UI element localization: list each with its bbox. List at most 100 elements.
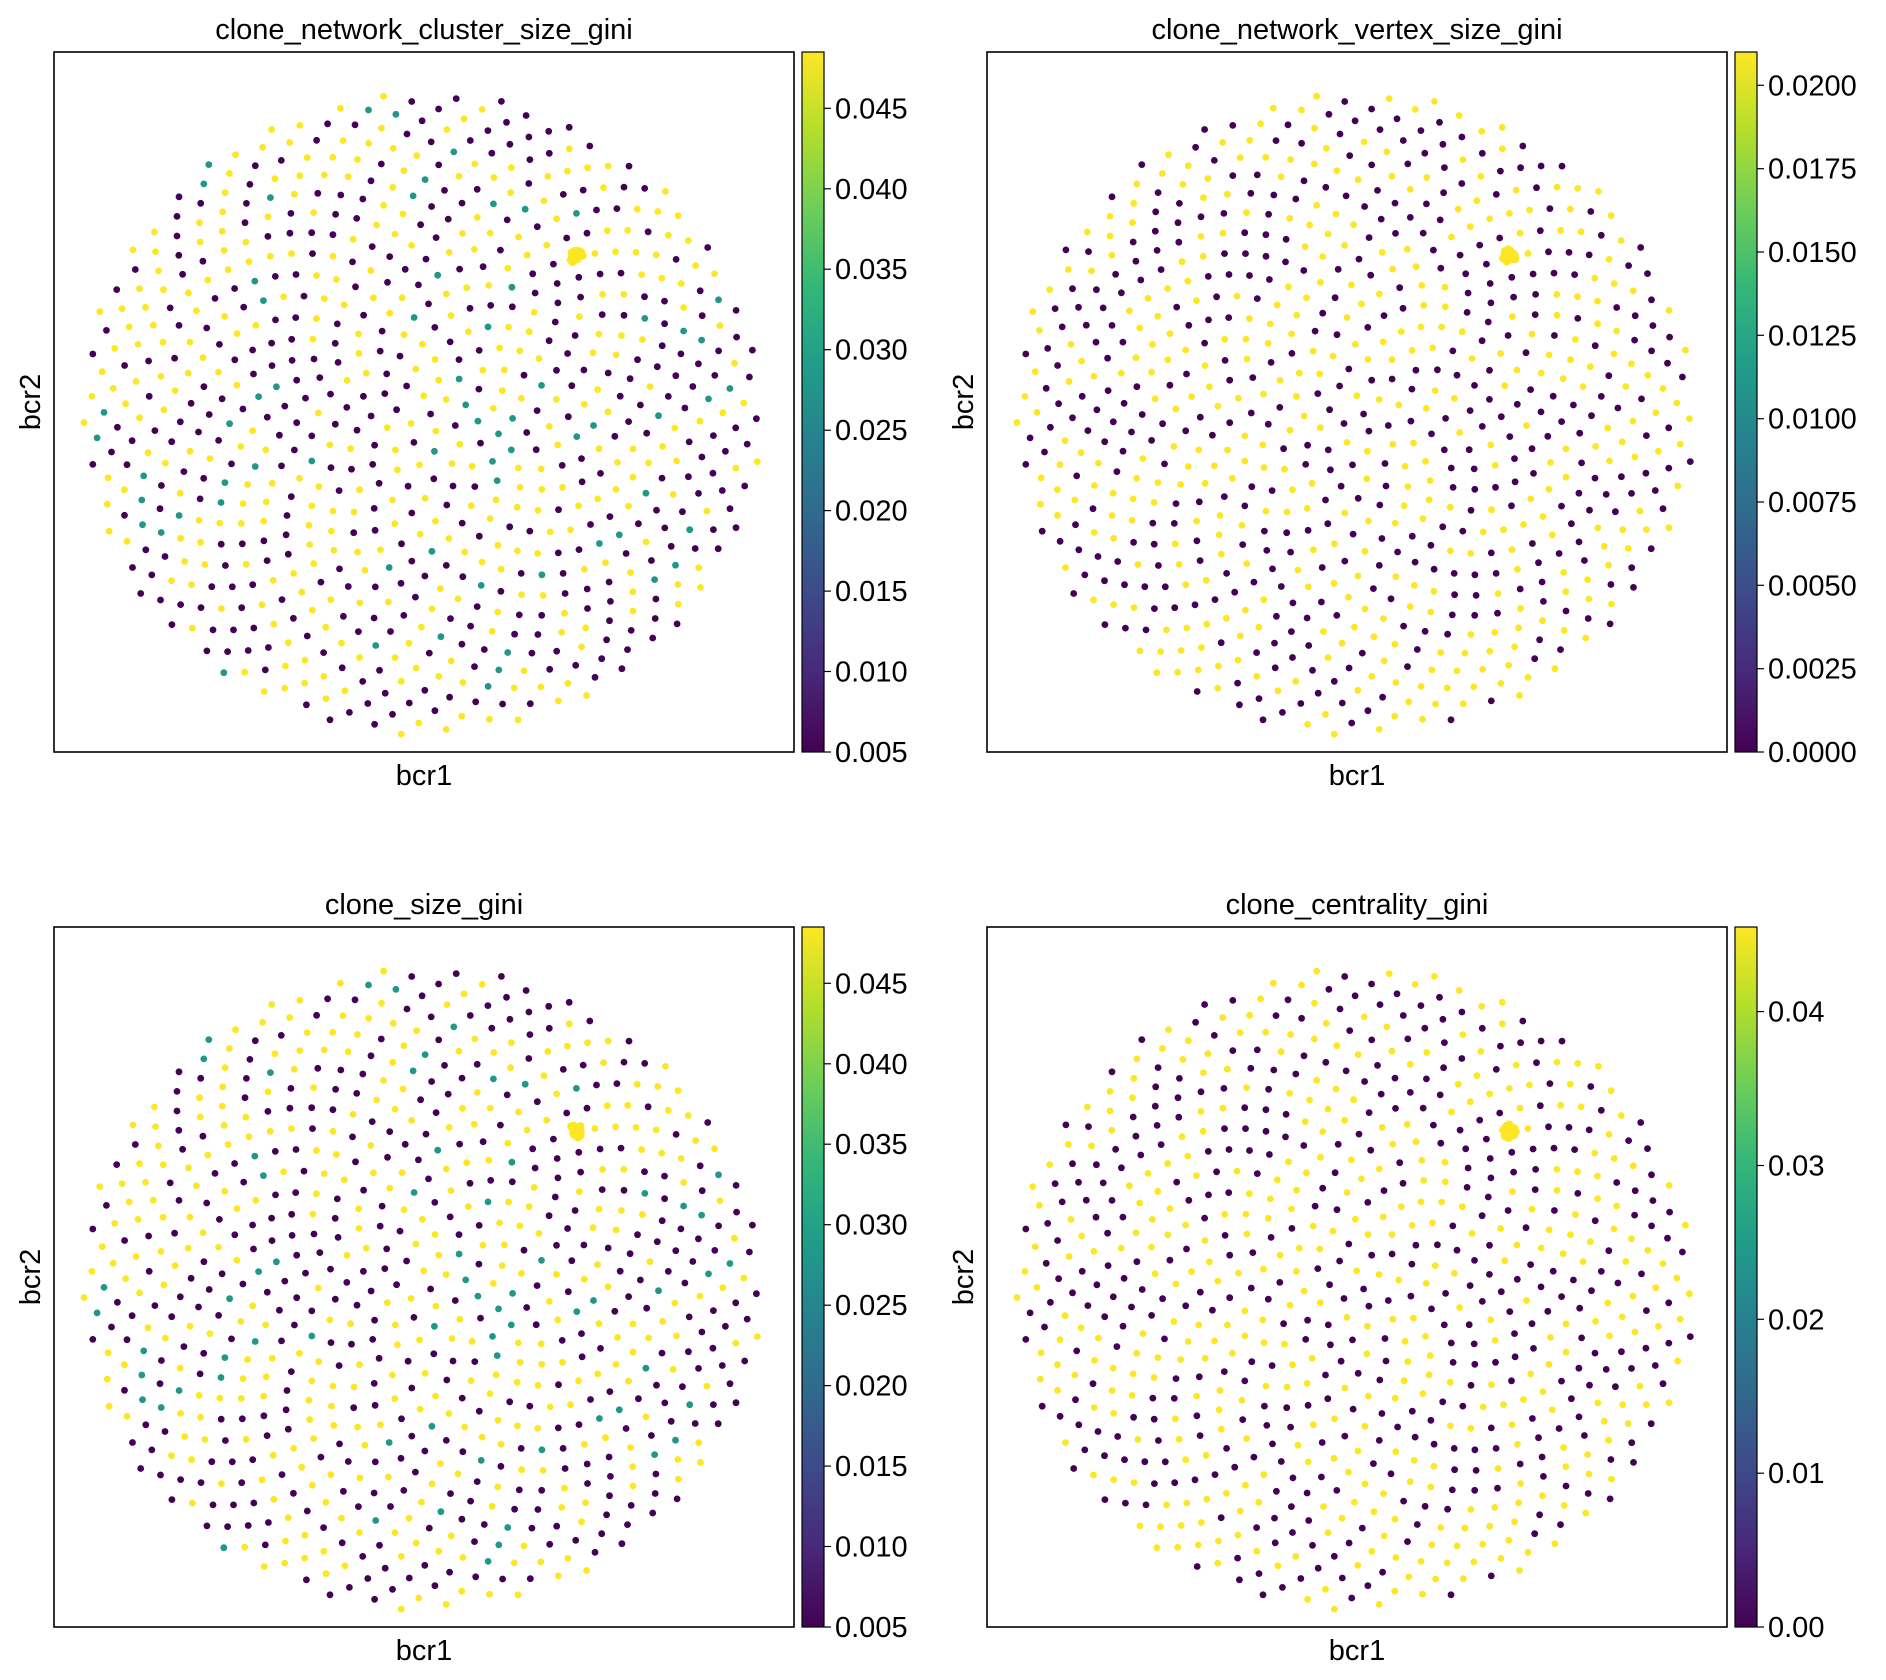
scatter-point: [367, 1287, 375, 1295]
scatter-point: [553, 1522, 561, 1530]
scatter-point: [1268, 1362, 1276, 1369]
scatter-point: [577, 293, 584, 301]
scatter-point: [1289, 654, 1296, 661]
scatter-point: [114, 1298, 121, 1306]
scatter-point: [221, 312, 229, 320]
scatter-point: [1368, 672, 1376, 680]
scatter-point: [1441, 303, 1449, 311]
scatter-point: [410, 1189, 418, 1196]
scatter-point: [1352, 1215, 1359, 1223]
scatter-point: [1193, 1563, 1201, 1570]
scatter-point: [1229, 122, 1237, 129]
scatter-point: [220, 1544, 228, 1552]
scatter-point: [1427, 541, 1435, 549]
scatter-point: [1412, 366, 1420, 374]
scatter-point: [310, 209, 317, 217]
scatter-point: [1545, 485, 1553, 493]
scatter-point: [309, 335, 317, 343]
scatter-point: [494, 1483, 502, 1491]
scatter-point: [587, 521, 594, 528]
scatter-point: [1451, 394, 1458, 402]
scatter-point: [204, 276, 212, 284]
scatter-point: [471, 1035, 479, 1043]
scatter-point: [337, 191, 345, 199]
scatter-point: [1204, 1148, 1212, 1155]
scatter-point: [1310, 546, 1317, 554]
scatter-point: [455, 356, 463, 363]
scatter-point: [1526, 1081, 1533, 1089]
scatter-point: [1588, 1287, 1595, 1295]
scatter-point: [1560, 1502, 1568, 1509]
scatter-point: [332, 1085, 339, 1093]
scatter-point: [642, 489, 650, 497]
scatter-point: [1407, 1292, 1415, 1300]
scatter-point: [571, 1207, 579, 1214]
scatter-point: [501, 366, 508, 374]
scatter-point: [1271, 1514, 1278, 1522]
scatter-point: [1523, 1297, 1530, 1304]
scatter-point: [1516, 692, 1523, 699]
scatter-point: [514, 1339, 522, 1347]
scatter-point: [537, 1340, 545, 1348]
scatter-point: [605, 578, 613, 586]
scatter-point: [1391, 1394, 1399, 1402]
colorbar-tick-label: 0.045: [835, 968, 908, 1000]
scatter-point: [1273, 1487, 1280, 1495]
scatter-point: [109, 384, 117, 392]
scatter-point: [1220, 493, 1228, 500]
scatter-point: [443, 1376, 451, 1384]
scatter-point: [1104, 1262, 1112, 1269]
scatter-point: [671, 424, 679, 432]
scatter-point: [525, 328, 533, 336]
scatter-point: [1622, 383, 1630, 390]
scatter-point: [280, 1168, 287, 1176]
scatter-point: [239, 1280, 247, 1288]
scatter-point: [175, 193, 183, 201]
scatter-point: [373, 221, 380, 229]
scatter-point: [392, 110, 400, 118]
scatter-point: [459, 1448, 467, 1456]
scatter-point: [661, 1172, 668, 1180]
scatter-point: [523, 1304, 531, 1311]
scatter-point: [327, 1471, 335, 1479]
panel-4-points: [1013, 967, 1694, 1613]
scatter-point: [222, 562, 229, 569]
scatter-point: [1353, 1267, 1361, 1275]
scatter-point: [1037, 474, 1045, 482]
scatter-point: [331, 420, 339, 428]
scatter-point: [80, 419, 88, 426]
scatter-point: [514, 716, 522, 724]
scatter-point: [595, 330, 603, 338]
scatter-point: [359, 195, 367, 203]
scatter-point: [216, 1216, 223, 1223]
scatter-point: [233, 330, 241, 337]
panel-4-colorbar-ticks: 0.000.010.020.030.04: [1757, 997, 1824, 1644]
scatter-point: [93, 1309, 101, 1317]
scatter-point: [185, 1164, 192, 1172]
scatter-point: [1248, 483, 1256, 491]
scatter-point: [1309, 347, 1317, 355]
scatter-point: [1384, 1297, 1392, 1304]
scatter-point: [310, 1084, 317, 1091]
scatter-point: [1417, 1198, 1425, 1206]
scatter-point: [1508, 273, 1516, 281]
scatter-point: [1260, 596, 1268, 604]
scatter-point: [208, 1458, 216, 1466]
scatter-point: [1365, 1109, 1373, 1116]
scatter-point: [1345, 1539, 1353, 1547]
scatter-point: [643, 429, 651, 437]
scatter-point: [430, 475, 438, 483]
scatter-point: [715, 296, 722, 304]
scatter-point: [1117, 1244, 1125, 1252]
scatter-point: [1081, 571, 1089, 579]
scatter-point: [1630, 584, 1637, 591]
scatter-point: [458, 1587, 466, 1595]
scatter-point: [461, 1423, 468, 1431]
scatter-point: [356, 1474, 364, 1482]
scatter-point: [1338, 639, 1346, 647]
scatter-point: [353, 426, 361, 434]
scatter-point: [171, 1229, 179, 1237]
scatter-point: [460, 990, 468, 998]
scatter-point: [1376, 1001, 1384, 1008]
panel-4: clone_centrality_gini bcr1 bcr2 0.000.01…: [948, 889, 1824, 1667]
